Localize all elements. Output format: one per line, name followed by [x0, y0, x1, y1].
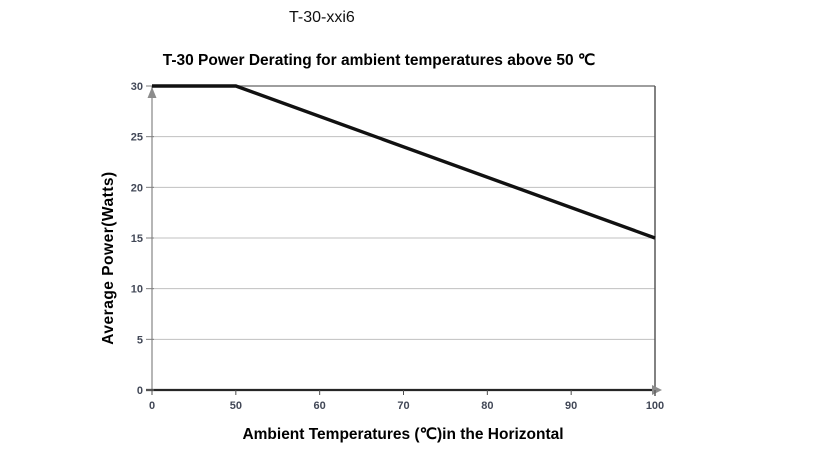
y-tick-label: 25	[131, 132, 143, 144]
y-tick-label: 5	[137, 334, 143, 346]
x-axis-arrow-icon	[652, 385, 662, 395]
y-tick-label: 0	[137, 385, 143, 397]
x-tick-label: 100	[646, 400, 664, 412]
x-tick-label: 80	[481, 400, 493, 412]
y-tick-label: 15	[131, 233, 143, 245]
y-tick-label: 20	[131, 182, 143, 194]
y-tick-label: 30	[131, 81, 143, 93]
x-tick-label: 90	[565, 400, 577, 412]
y-axis-arrow-icon	[147, 87, 157, 98]
series-line	[152, 84, 656, 240]
page-header-label: T-30-xxi6	[289, 9, 355, 26]
x-tick-label: 70	[397, 400, 409, 412]
y-tick-label: 10	[131, 284, 143, 296]
x-tick-label: 50	[230, 400, 242, 412]
x-axis-title: Ambient Temperatures (℃)in the Horizonta…	[242, 426, 564, 443]
x-tick-label: 60	[314, 400, 326, 412]
x-tick-label: 0	[149, 400, 155, 412]
chart-title: T-30 Power Derating for ambient temperat…	[162, 52, 596, 69]
line-chart: 0 5 10 15 20 25 30 0 50 60 70 80 90 100	[131, 81, 664, 412]
